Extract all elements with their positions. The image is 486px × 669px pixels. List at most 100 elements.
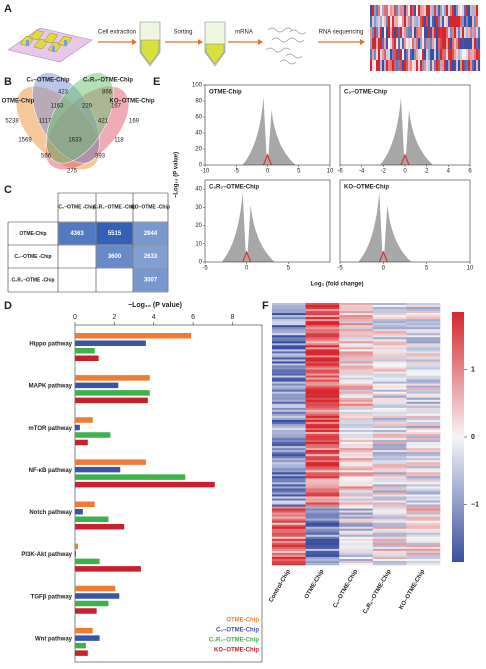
heat-cell — [428, 38, 431, 49]
heat-cell — [406, 27, 409, 38]
heat-cell — [446, 60, 449, 71]
heat-cell — [456, 16, 459, 27]
heat-cell — [339, 536, 374, 540]
heat-cell — [305, 389, 340, 392]
heat-cell — [426, 16, 429, 27]
heat-cell — [339, 454, 374, 457]
heat-cell — [305, 468, 340, 471]
panel-label: C — [4, 184, 12, 196]
heat-cell — [444, 27, 447, 38]
heat-cell — [305, 377, 340, 380]
plot-frame — [74, 324, 263, 663]
heat-cell — [272, 446, 306, 449]
heat-cell — [339, 488, 374, 491]
heat-cell — [406, 474, 441, 477]
heat-cell — [398, 49, 401, 60]
heat-cell — [416, 49, 419, 60]
bar — [75, 635, 100, 641]
heat-cell — [339, 548, 374, 552]
heat-cell — [372, 544, 407, 548]
heat-cell — [406, 552, 441, 556]
bar — [75, 375, 150, 381]
heat-cell — [339, 367, 374, 370]
heat-cell — [339, 431, 374, 435]
heat-cell — [378, 60, 381, 71]
heat-cell — [372, 522, 407, 525]
heat-cell — [305, 391, 340, 394]
matrix-cell — [96, 222, 133, 245]
heat-cell — [339, 542, 374, 546]
heat-cell — [372, 319, 407, 322]
heat-cell — [430, 49, 433, 60]
heat-cell — [339, 468, 374, 471]
heat-cell — [272, 516, 306, 519]
heat-cell — [476, 38, 479, 49]
heat-cell — [454, 49, 457, 60]
heat-cell — [406, 466, 441, 469]
heat-cell — [406, 460, 441, 463]
heat-cell — [376, 38, 379, 49]
heat-cell — [436, 16, 439, 27]
heat-cell — [404, 5, 407, 16]
heat-cell — [372, 377, 407, 380]
heat-cell — [272, 373, 306, 376]
heat-cell — [272, 409, 306, 413]
heat-cell — [392, 38, 395, 49]
heat-cell — [406, 548, 441, 552]
heat-cell — [372, 488, 407, 491]
x-tick-label: 10 — [327, 169, 334, 175]
heat-cell — [414, 38, 417, 49]
heat-cell — [339, 476, 374, 479]
heat-cell — [408, 38, 411, 49]
heat-cell — [339, 305, 374, 308]
heat-cell — [446, 27, 449, 38]
x-axis-label: Log₂ (fold change) — [311, 282, 364, 288]
heat-cell — [398, 27, 401, 38]
heat-cell — [406, 556, 441, 560]
heat-cell — [402, 16, 405, 27]
heat-cell — [478, 60, 481, 71]
heat-cell — [376, 16, 379, 27]
heat-cell — [470, 60, 473, 71]
heat-cell — [406, 496, 441, 499]
heat-cell — [372, 474, 407, 477]
category-label: mTOR pathway — [28, 426, 72, 432]
heat-cell — [406, 365, 441, 368]
heat-cell — [452, 5, 455, 16]
heat-cell — [339, 347, 374, 350]
heat-cell — [339, 369, 374, 372]
heat-cell — [272, 522, 306, 525]
venn-count: 393 — [95, 154, 106, 160]
heat-cell — [372, 321, 407, 324]
heat-cell — [372, 387, 407, 390]
heat-cell — [436, 49, 439, 60]
heat-cell — [406, 405, 441, 409]
heat-cell — [454, 27, 457, 38]
heat-cell — [272, 321, 306, 324]
heat-cell — [434, 49, 437, 60]
bar — [75, 417, 93, 423]
heat-cell — [272, 339, 306, 342]
heat-cell — [372, 389, 407, 392]
heat-cell — [272, 325, 306, 328]
heat-cell — [470, 49, 473, 60]
heat-cell — [339, 472, 374, 475]
heat-cell — [372, 444, 407, 447]
heat-cell — [339, 395, 374, 399]
heat-cell — [272, 335, 306, 338]
heat-cell — [414, 49, 417, 60]
heat-cell — [430, 27, 433, 38]
x-tick-label: 6 — [191, 314, 195, 321]
heat-cell — [372, 446, 407, 449]
heat-cell — [305, 496, 340, 499]
venn-count: 118 — [114, 138, 124, 144]
heat-cell — [305, 319, 340, 322]
heat-cell — [428, 49, 431, 60]
heat-cell — [406, 452, 441, 455]
heat-cell — [472, 5, 475, 16]
heat-cell — [339, 337, 374, 340]
point-cloud — [242, 97, 296, 165]
heat-cell — [339, 456, 374, 459]
significance-band — [242, 250, 252, 263]
legend-label: C₀R₀–OTME-Chip — [209, 638, 259, 644]
